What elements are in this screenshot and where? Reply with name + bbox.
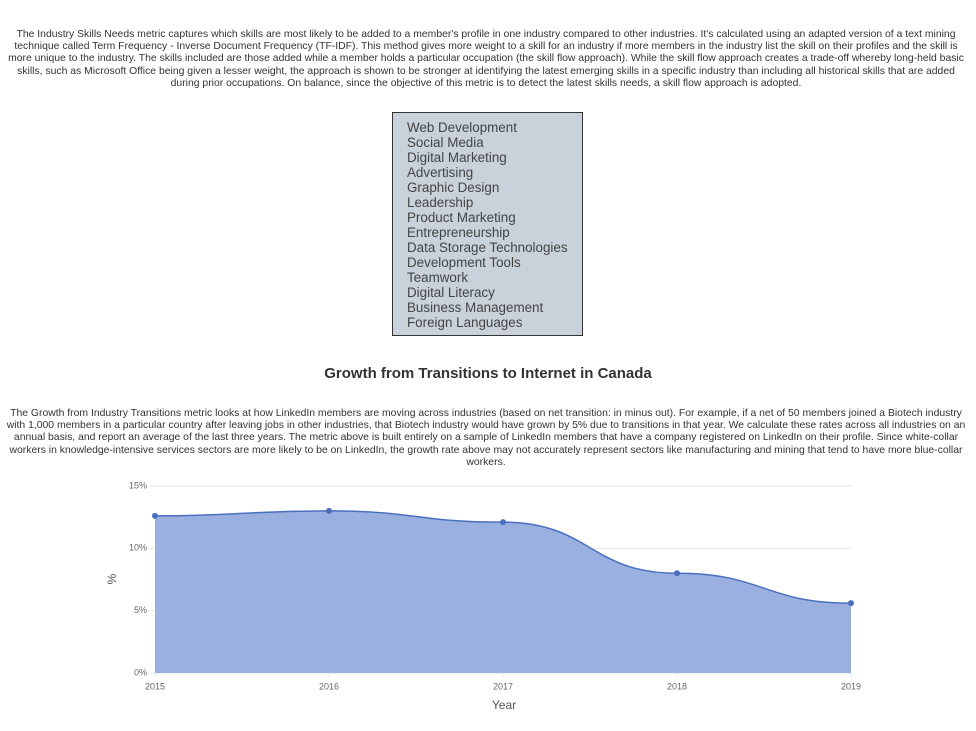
skill-item: Digital Marketing [407, 150, 507, 165]
skill-item: Teamwork [407, 270, 469, 285]
skill-item: Foreign Languages [407, 315, 523, 330]
y-tick-label: 5% [134, 605, 147, 615]
skill-item: Product Marketing [407, 210, 516, 225]
y-axis-label: % [105, 573, 119, 584]
skill-item: Web Development [407, 120, 517, 135]
skill-item: Development Tools [407, 255, 521, 270]
skills-list: Web Development Social Media Digital Marke… [392, 112, 583, 336]
area-line [154, 510, 852, 604]
chart: Year % 0% 5% 10% 15% 2015 2016 2017 2018 2019 [105, 480, 861, 712]
skill-item: Digital Literacy [407, 285, 495, 300]
skill-item: Social Media [407, 135, 484, 150]
area-fill [155, 510, 851, 673]
data-point [152, 512, 158, 519]
data-point [500, 519, 506, 526]
growth-description: The Growth from Industry Transitions met… [6, 408, 966, 468]
x-tick-label: 2018 [667, 681, 687, 691]
skill-item: Data Storage Technologies [407, 240, 568, 255]
y-tick-label: 10% [129, 543, 147, 553]
x-tick-label: 2017 [493, 681, 513, 691]
skill-item: Leadership [407, 195, 474, 210]
skill-item: Advertising [407, 165, 474, 180]
section-title: Growth from Transitions to Internet in C… [324, 365, 652, 382]
skill-item: Business Management [407, 300, 544, 315]
x-tick-label: 2019 [841, 681, 861, 691]
y-tick-label: 0% [134, 667, 147, 677]
data-point [674, 570, 680, 577]
data-point [326, 507, 332, 514]
skill-item: Graphic Design [407, 180, 500, 195]
x-tick-label: 2015 [145, 681, 165, 691]
x-axis-label: Year [492, 698, 516, 712]
x-tick-label: 2016 [319, 681, 339, 691]
skills-description: The Industry Skills Needs metric capture… [8, 29, 964, 89]
skill-item: Entrepreneurship [407, 225, 510, 240]
data-point [848, 600, 854, 607]
y-tick-label: 15% [129, 480, 147, 490]
